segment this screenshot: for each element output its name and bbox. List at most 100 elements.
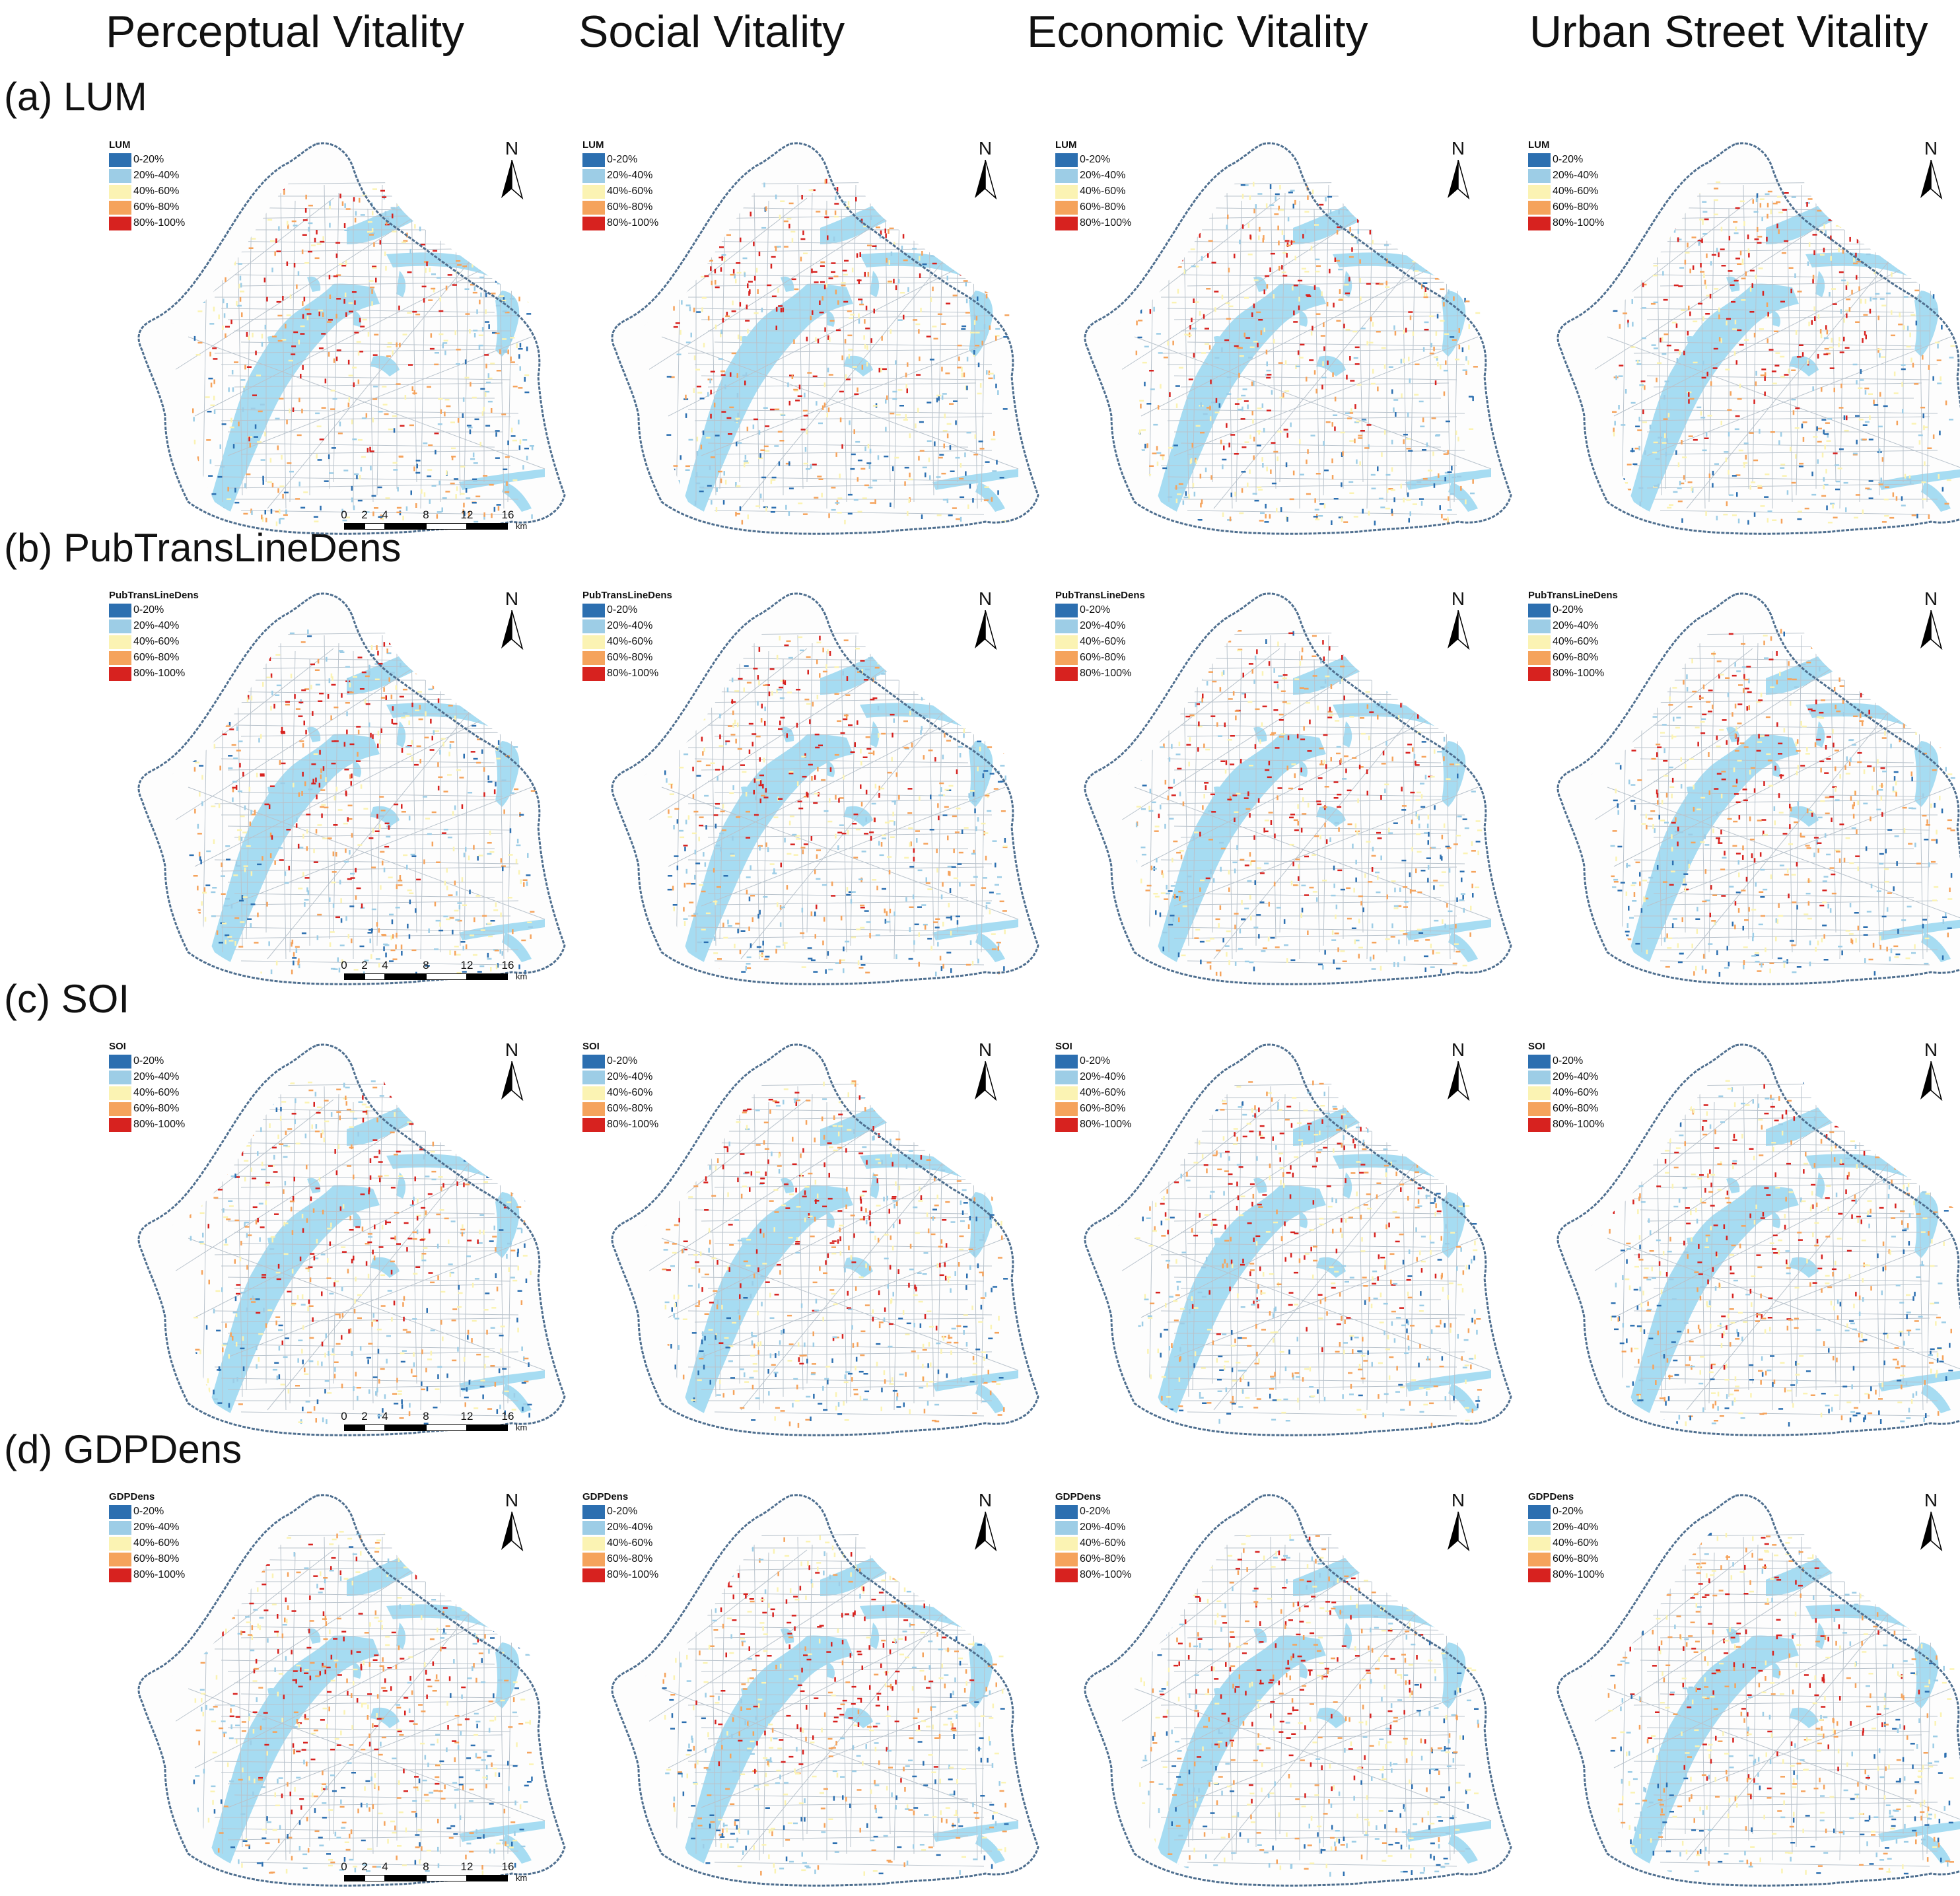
street-segment bbox=[1737, 398, 1742, 400]
street-segment bbox=[396, 511, 402, 514]
street-segment bbox=[845, 714, 848, 719]
street-segment bbox=[522, 879, 528, 881]
street-segment bbox=[393, 428, 396, 433]
street-segment bbox=[229, 728, 234, 730]
street-segment bbox=[693, 521, 695, 526]
street-segment bbox=[400, 192, 405, 194]
street-segment bbox=[736, 262, 741, 264]
street-segment bbox=[489, 190, 494, 192]
street-segment bbox=[1172, 917, 1175, 922]
street-segment bbox=[379, 796, 384, 798]
street-segment bbox=[529, 445, 534, 447]
street-segment bbox=[1422, 477, 1428, 480]
street-segment bbox=[472, 291, 477, 294]
street-segment bbox=[920, 218, 923, 223]
street-segment bbox=[1621, 424, 1626, 426]
street-segment bbox=[971, 960, 974, 966]
street-segment bbox=[341, 959, 343, 964]
street-segment bbox=[221, 893, 226, 895]
street-segment bbox=[719, 832, 724, 835]
street-segment bbox=[720, 267, 722, 272]
street-segment bbox=[726, 687, 729, 693]
street-segment bbox=[1271, 482, 1277, 485]
street-segment bbox=[755, 267, 758, 273]
street-segment bbox=[798, 636, 803, 639]
street-segment bbox=[955, 456, 960, 459]
street-segment bbox=[355, 895, 357, 900]
street-segment bbox=[1191, 265, 1196, 267]
street-segment bbox=[864, 668, 870, 671]
street-segment bbox=[875, 244, 877, 250]
street-segment bbox=[1341, 452, 1343, 457]
street-segment bbox=[922, 466, 927, 469]
road-line bbox=[707, 893, 969, 898]
street-segment bbox=[801, 966, 806, 968]
street-segment bbox=[1474, 695, 1479, 697]
street-segment bbox=[843, 946, 845, 952]
street-segment bbox=[1242, 693, 1246, 695]
street-segment bbox=[759, 757, 761, 762]
street-segment bbox=[463, 654, 468, 657]
street-segment bbox=[960, 463, 962, 468]
street-segment bbox=[1817, 353, 1819, 359]
street-segment bbox=[806, 468, 810, 470]
street-segment bbox=[1175, 499, 1178, 503]
street-segment bbox=[779, 440, 785, 442]
street-segment bbox=[1826, 440, 1831, 442]
street-segment bbox=[1920, 406, 1926, 409]
street-segment bbox=[697, 760, 702, 763]
street-segment bbox=[936, 849, 938, 853]
street-segment bbox=[1797, 518, 1802, 520]
street-segment bbox=[1394, 331, 1397, 336]
street-segment bbox=[281, 762, 286, 765]
street-segment bbox=[868, 657, 873, 659]
street-segment bbox=[1356, 239, 1358, 244]
street-segment bbox=[226, 859, 230, 860]
street-segment bbox=[942, 499, 948, 501]
street-segment bbox=[298, 398, 300, 403]
street-segment bbox=[764, 720, 766, 726]
street-segment bbox=[983, 832, 989, 834]
street-segment bbox=[249, 822, 252, 826]
street-segment bbox=[230, 635, 233, 641]
street-segment bbox=[925, 472, 927, 477]
street-segment bbox=[933, 337, 938, 340]
street-segment bbox=[887, 856, 892, 858]
street-segment bbox=[674, 808, 680, 810]
street-segment bbox=[722, 765, 724, 771]
street-segment bbox=[470, 671, 472, 676]
street-segment bbox=[1869, 308, 1872, 314]
street-segment bbox=[1452, 476, 1457, 479]
street-segment bbox=[866, 748, 872, 750]
street-segment bbox=[697, 941, 702, 944]
street-segment bbox=[221, 875, 225, 877]
street-segment bbox=[1293, 321, 1298, 323]
street-segment bbox=[1459, 899, 1464, 901]
road-line bbox=[797, 635, 804, 940]
road-line bbox=[687, 631, 993, 636]
street-segment bbox=[970, 884, 975, 886]
street-segment bbox=[302, 234, 307, 236]
street-segment bbox=[1461, 269, 1465, 271]
street-segment bbox=[1853, 262, 1858, 265]
street-segment bbox=[1251, 381, 1253, 386]
street-segment bbox=[1417, 185, 1422, 187]
street-segment bbox=[693, 810, 699, 813]
street-segment bbox=[1346, 209, 1351, 211]
street-segment bbox=[231, 370, 234, 374]
water-body bbox=[1687, 336, 1701, 353]
street-segment bbox=[1374, 520, 1376, 526]
street-segment bbox=[971, 853, 976, 855]
street-segment bbox=[1238, 948, 1243, 950]
street-segment bbox=[1859, 379, 1864, 381]
street-segment bbox=[197, 221, 202, 223]
street-segment bbox=[764, 706, 766, 711]
street-segment bbox=[341, 201, 344, 206]
street-segment bbox=[721, 256, 723, 261]
street-segment bbox=[1358, 766, 1364, 768]
street-segment bbox=[1825, 353, 1831, 355]
street-segment bbox=[948, 785, 954, 787]
street-segment bbox=[282, 493, 284, 499]
street-segment bbox=[331, 762, 336, 765]
street-segment bbox=[401, 717, 406, 719]
